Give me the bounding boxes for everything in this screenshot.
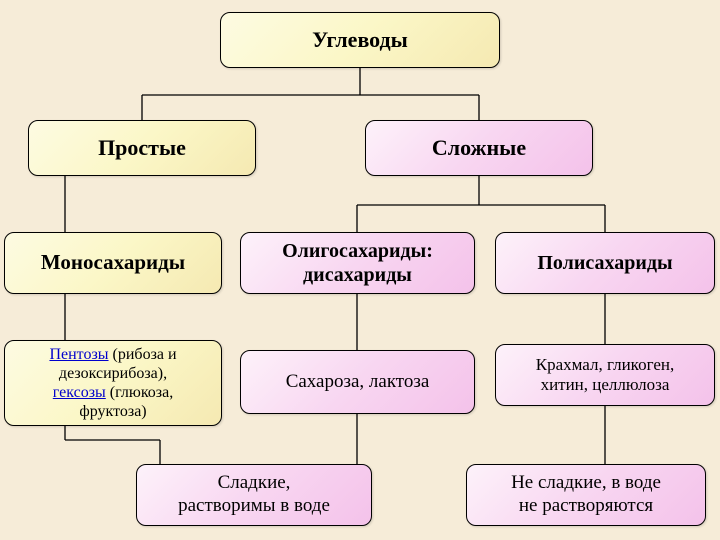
node-poly: Полисахариды bbox=[495, 232, 715, 294]
node-oligo: Олигосахариды: дисахариды bbox=[240, 232, 475, 294]
node-notsweet: Не сладкие, в воде не растворяются bbox=[466, 464, 706, 526]
node-sweet: Сладкие, растворимы в воде bbox=[136, 464, 372, 526]
node-pent: Пентозы (рибоза идезоксирибоза),гексозы … bbox=[4, 340, 222, 426]
node-root: Углеводы bbox=[220, 12, 500, 68]
node-mono: Моносахариды bbox=[4, 232, 222, 294]
node-complex: Сложные bbox=[365, 120, 593, 176]
node-sach: Сахароза, лактоза bbox=[240, 350, 475, 414]
node-simple: Простые bbox=[28, 120, 256, 176]
node-krah: Крахмал, гликоген, хитин, целлюлоза bbox=[495, 344, 715, 406]
